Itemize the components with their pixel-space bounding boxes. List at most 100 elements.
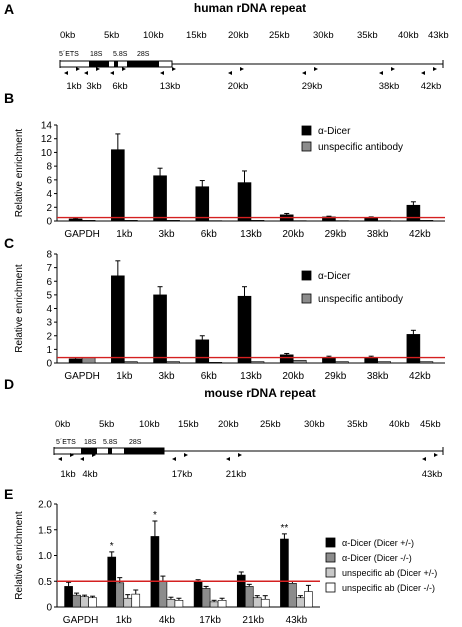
x-tick-label: 20kb <box>282 229 304 240</box>
x-tick-label: 13kb <box>240 229 262 240</box>
kb-label: 10kb <box>143 30 164 41</box>
y-tick-label: 0 <box>46 217 52 228</box>
primer-arrow-forward <box>422 457 426 461</box>
primer-label: 13kb <box>160 81 181 92</box>
bar-4kb-2 <box>158 580 168 608</box>
rrna-block <box>81 448 97 454</box>
primer-arrow-reverse <box>172 67 176 71</box>
primer-label: 17kb <box>172 469 193 480</box>
primer-label: 4kb <box>82 469 97 480</box>
primer-arrow-forward <box>80 457 84 461</box>
kb-label: 20kb <box>228 30 249 41</box>
bar-21kb-4 <box>260 598 270 608</box>
chart-panel-c: 0 1 2 3 4 5 6 7 8 Relative enrichment GAPDH 1kb 3kb 6… <box>14 250 445 382</box>
x-tick-label: GAPDH <box>64 371 100 382</box>
bar-43kb-3 <box>296 597 305 608</box>
bar-GAPDH-4 <box>88 597 97 608</box>
significance-marker: * <box>153 510 157 521</box>
legend-label: unspecific ab (Dicer -/-) <box>342 583 435 593</box>
panel-letter-c: C <box>4 235 14 251</box>
x-tick-label: GAPDH <box>63 615 99 626</box>
bar-17kb-1 <box>193 581 203 608</box>
primer-arrow-reverse <box>96 67 100 71</box>
legend-swatch <box>301 270 312 281</box>
bar-43kb-2 <box>288 583 297 608</box>
kb-label: 45kb <box>420 419 441 430</box>
x-tick-label: 42kb <box>409 371 431 382</box>
legend-label: unspecific ab (Dicer +/-) <box>342 568 437 578</box>
legend-swatch <box>325 552 336 563</box>
bar-1kb-2 <box>115 582 125 608</box>
primer-arrow-reverse <box>76 67 80 71</box>
primer-arrow-forward <box>421 71 425 75</box>
bar-GAPDH-1 <box>68 218 83 222</box>
bar-13kb-2 <box>250 220 265 222</box>
y-tick-label: 2 <box>46 203 52 214</box>
bar-1kb-1 <box>111 149 125 222</box>
primer-arrow-forward <box>172 457 176 461</box>
kb-label: 15kb <box>178 419 199 430</box>
x-tick-label: 21kb <box>242 615 264 626</box>
rrna-block <box>89 61 109 67</box>
bar-1kb-1 <box>107 556 117 608</box>
primer-label: 29kb <box>302 81 323 92</box>
region-label: 5´ETS <box>56 439 76 446</box>
region-label: 18S <box>84 439 97 446</box>
y-tick-label: 4 <box>46 189 52 200</box>
y-tick-label: 8 <box>46 250 52 261</box>
primer-label: 3kb <box>86 81 101 92</box>
legend-swatch <box>301 141 312 152</box>
primer-label: 21kb <box>226 469 247 480</box>
kb-label: 5kb <box>104 30 119 41</box>
kb-label: 30kb <box>313 30 334 41</box>
human-rdna-diagram: 0kb 5kb 10kb 15kb 20kb 25kb 30kb 35kb 40kb 43kb 5´… <box>59 30 449 92</box>
x-tick-label: 4kb <box>159 615 176 626</box>
kb-label: 20kb <box>218 419 239 430</box>
primer-arrow-reverse <box>122 67 126 71</box>
y-tick-label: 12 <box>41 134 53 145</box>
y-tick-label: 0.5 <box>38 577 52 588</box>
y-tick-label: 4 <box>46 304 52 315</box>
primer-arrow-forward <box>58 457 62 461</box>
legend-label: α-Dicer <box>318 271 351 282</box>
significance-marker: * <box>110 541 114 552</box>
bar-6kb-1 <box>195 339 210 364</box>
kb-label: 25kb <box>269 30 290 41</box>
bar-6kb-1 <box>195 186 210 222</box>
bar-GAPDH-2 <box>72 594 81 608</box>
bar-GAPDH-2 <box>81 357 96 364</box>
bar-42kb-2 <box>419 361 434 364</box>
bar-17kb-2 <box>201 588 211 608</box>
legend-label: α-Dicer (Dicer +/-) <box>342 538 414 548</box>
bar-21kb-2 <box>244 586 254 608</box>
primer-arrow-reverse <box>314 67 318 71</box>
kb-label: 5kb <box>99 419 114 430</box>
bar-43kb-1 <box>280 538 289 608</box>
kb-label: 43kb <box>428 30 449 41</box>
y-tick-label: 6 <box>46 277 52 288</box>
y-tick-label: 7 <box>46 263 52 274</box>
bar-6kb-2 <box>208 220 223 222</box>
region-label: 5.8S <box>113 51 128 58</box>
kb-label: 0kb <box>60 30 75 41</box>
panel-letter-b: B <box>4 90 14 106</box>
primer-arrow-forward <box>110 71 114 75</box>
y-tick-label: 2.0 <box>38 500 52 511</box>
y-tick-label: 1.0 <box>38 551 52 562</box>
y-tick-label: 2 <box>46 331 52 342</box>
panel-letter-d: D <box>4 376 14 392</box>
chart-panel-b: 0 2 4 6 8 10 12 14 Relative enrichment GAPDH 1kb 3k… <box>14 121 445 240</box>
primer-label: 20kb <box>228 81 249 92</box>
bar-GAPDH-1 <box>64 586 73 608</box>
bar-1kb-1 <box>111 275 125 364</box>
region-label: 5.8S <box>103 439 118 446</box>
bar-17kb-3 <box>209 601 219 608</box>
x-tick-label: 42kb <box>409 229 431 240</box>
primer-arrow-forward <box>228 71 232 75</box>
region-label: 28S <box>137 51 150 58</box>
primer-label: 38kb <box>379 81 400 92</box>
rrna-block <box>124 448 164 454</box>
bar-43kb-4 <box>304 591 313 608</box>
y-tick-label: 8 <box>46 162 52 173</box>
x-tick-label: 6kb <box>201 229 218 240</box>
